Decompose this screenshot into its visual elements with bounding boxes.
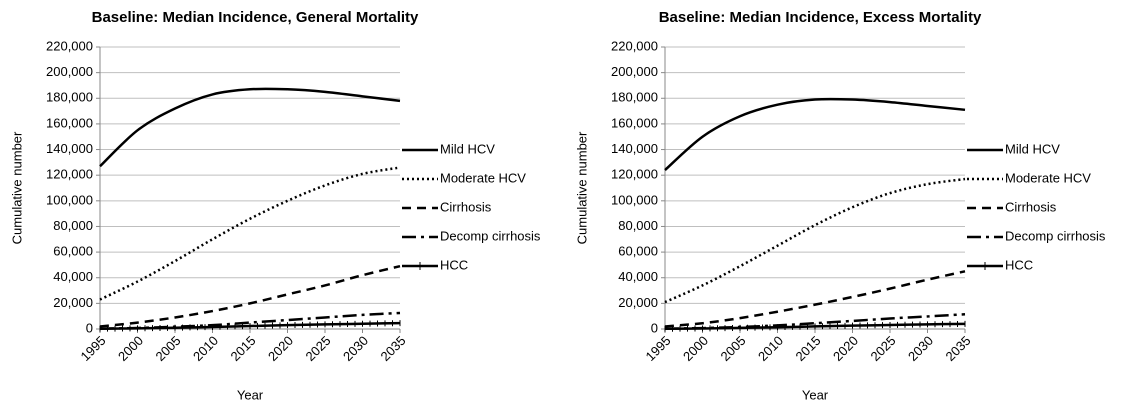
y-tick-label: 140,000	[46, 141, 93, 156]
chart-title: Baseline: Median Incidence, General Mort…	[92, 9, 419, 26]
x-tick-label: 2025	[867, 333, 898, 364]
x-axis-label: Year	[802, 387, 829, 402]
series-line	[99, 87, 401, 168]
series-line	[99, 166, 401, 301]
x-tick-label: 2010	[190, 333, 221, 364]
y-tick-label: 40,000	[618, 269, 658, 284]
legend-label: Cirrhosis	[1005, 199, 1057, 214]
x-tick-label: 2005	[717, 333, 748, 364]
y-tick-label: 20,000	[618, 295, 658, 310]
y-tick-label: 180,000	[46, 90, 93, 105]
y-tick-label: 140,000	[611, 141, 658, 156]
y-axis-label: Cumulative number	[9, 131, 24, 244]
series-line	[664, 97, 966, 171]
y-tick-label: 60,000	[618, 244, 658, 259]
legend-label: Mild HCV	[440, 141, 495, 156]
legend-label: Moderate HCV	[1005, 170, 1091, 185]
series-line	[664, 270, 966, 328]
y-tick-label: 120,000	[46, 167, 93, 182]
x-tick-label: 2035	[377, 333, 408, 364]
series-line	[664, 177, 966, 304]
x-tick-label: 2020	[265, 333, 296, 364]
y-tick-label: 40,000	[53, 269, 93, 284]
y-axis-label: Cumulative number	[574, 131, 589, 244]
legend-label: Moderate HCV	[440, 170, 526, 185]
y-tick-label: 160,000	[46, 115, 93, 130]
y-tick-label: 20,000	[53, 295, 93, 310]
y-tick-label: 0	[86, 320, 93, 335]
y-tick-label: 160,000	[611, 115, 658, 130]
x-tick-label: 2035	[942, 333, 973, 364]
x-tick-label: 2030	[905, 333, 936, 364]
y-tick-label: 100,000	[46, 192, 93, 207]
chart-title: Baseline: Median Incidence, Excess Morta…	[659, 9, 982, 26]
y-tick-label: 80,000	[53, 218, 93, 233]
legend-label: HCC	[1005, 257, 1033, 272]
y-tick-label: 0	[651, 320, 658, 335]
y-tick-label: 200,000	[46, 64, 93, 79]
x-tick-label: 2015	[792, 333, 823, 364]
legend-label: Mild HCV	[1005, 141, 1060, 156]
y-tick-label: 80,000	[618, 218, 658, 233]
y-tick-label: 200,000	[611, 64, 658, 79]
y-tick-label: 60,000	[53, 244, 93, 259]
y-tick-label: 180,000	[611, 90, 658, 105]
x-tick-label: 2025	[302, 333, 333, 364]
x-tick-label: 2000	[115, 333, 146, 364]
series-line	[99, 264, 401, 328]
legend-label: Cirrhosis	[440, 199, 492, 214]
x-tick-label: 2020	[830, 333, 861, 364]
y-tick-label: 220,000	[611, 38, 658, 53]
legend-label: Decomp cirrhosis	[440, 228, 541, 243]
y-tick-label: 220,000	[46, 38, 93, 53]
x-axis-label: Year	[237, 387, 264, 402]
y-tick-label: 100,000	[611, 192, 658, 207]
x-tick-label: 2005	[152, 333, 183, 364]
x-tick-label: 2010	[755, 333, 786, 364]
x-tick-label: 1995	[642, 333, 673, 364]
legend-label: Decomp cirrhosis	[1005, 228, 1106, 243]
x-tick-label: 2000	[680, 333, 711, 364]
y-tick-label: 120,000	[611, 167, 658, 182]
legend-label: HCC	[440, 257, 468, 272]
x-tick-label: 1995	[77, 333, 108, 364]
x-tick-label: 2030	[340, 333, 371, 364]
x-tick-label: 2015	[227, 333, 258, 364]
